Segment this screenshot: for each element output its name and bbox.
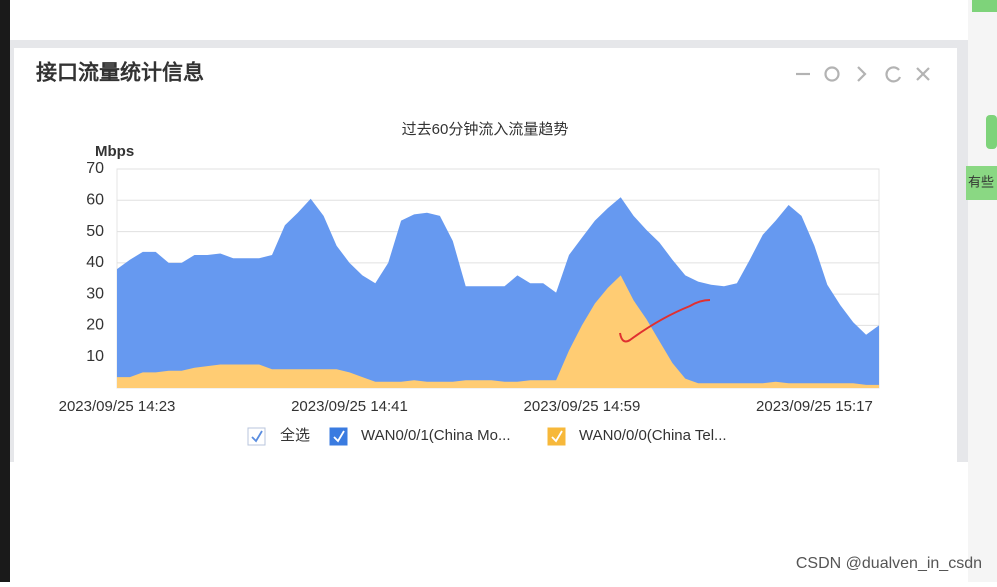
y-tick-label: 60 bbox=[86, 192, 104, 209]
green-button[interactable] bbox=[972, 0, 997, 12]
y-tick-label: 50 bbox=[86, 223, 104, 240]
refresh-icon[interactable] bbox=[885, 66, 902, 83]
y-tick-label: 70 bbox=[86, 160, 104, 177]
close-icon bbox=[916, 67, 930, 81]
side-text: 有些 bbox=[968, 174, 994, 189]
right-strip bbox=[968, 0, 997, 582]
y-axis-label: Mbps bbox=[95, 143, 134, 160]
legend-checkbox bbox=[247, 427, 266, 446]
watermark: CSDN @dualven_in_csdn bbox=[796, 555, 982, 572]
legend-check bbox=[251, 430, 263, 443]
green-button[interactable] bbox=[986, 115, 997, 149]
hand-drawn-check bbox=[619, 299, 711, 343]
y-tick-label: 30 bbox=[86, 285, 104, 302]
green-tag bbox=[966, 166, 997, 200]
y-tick-label: 10 bbox=[86, 348, 104, 365]
legend-label: WAN0/0/0(China Tel... bbox=[579, 427, 727, 444]
plot: 10 20 30 40 50 60 70 2023/09/25 14:23 2023/09/25… bbox=[59, 160, 880, 446]
legend-checkbox bbox=[329, 427, 348, 446]
x-tick-label: 2023/09/25 14:41 bbox=[291, 398, 408, 415]
area bbox=[117, 197, 879, 388]
y-tick-label: 20 bbox=[86, 317, 104, 334]
area bbox=[117, 275, 879, 388]
left-strip bbox=[0, 0, 10, 582]
legend-check bbox=[551, 430, 563, 443]
panel-tools bbox=[796, 66, 930, 83]
next-icon[interactable] bbox=[857, 66, 867, 82]
legend-label: WAN0/0/1(China Mo... bbox=[361, 427, 511, 444]
x-tick-label: 2023/09/25 14:59 bbox=[524, 398, 641, 415]
x-tick-label: 2023/09/25 15:17 bbox=[756, 398, 873, 415]
legend-check bbox=[333, 430, 345, 443]
settings-icon[interactable] bbox=[824, 66, 840, 82]
legend-label: 全选 bbox=[280, 426, 310, 444]
y-tick-label: 40 bbox=[86, 254, 104, 271]
panel-title: 接口流量统计信息 bbox=[36, 61, 204, 85]
chart-title: 过去60分钟流入流量趋势 bbox=[402, 121, 569, 138]
x-tick-label: 2023/09/25 14:23 bbox=[59, 398, 176, 415]
legend-checkbox bbox=[547, 427, 566, 446]
